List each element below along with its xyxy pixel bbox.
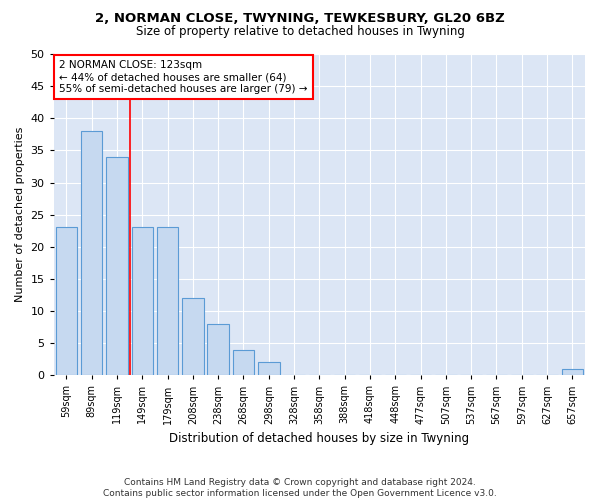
Bar (182, 298, 203, 376)
Text: 2 NORMAN CLOSE: 123sqm
← 44% of detached houses are smaller (64)
55% of semi-det: 2 NORMAN CLOSE: 123sqm ← 44% of detached… (59, 60, 308, 94)
Bar (208, 324, 229, 376)
Bar (81, 131, 103, 376)
Text: Contains HM Land Registry data © Crown copyright and database right 2024.
Contai: Contains HM Land Registry data © Crown c… (103, 478, 497, 498)
Bar (233, 350, 254, 376)
Y-axis label: Number of detached properties: Number of detached properties (15, 127, 25, 302)
Bar (56, 228, 77, 376)
Bar (258, 362, 280, 376)
Text: Size of property relative to detached houses in Twyning: Size of property relative to detached ho… (136, 25, 464, 38)
Bar (106, 157, 128, 376)
Text: 2, NORMAN CLOSE, TWYNING, TEWKESBURY, GL20 6BZ: 2, NORMAN CLOSE, TWYNING, TEWKESBURY, GL… (95, 12, 505, 26)
Bar (131, 228, 153, 376)
Bar (562, 369, 583, 376)
Bar (157, 228, 178, 376)
X-axis label: Distribution of detached houses by size in Twyning: Distribution of detached houses by size … (169, 432, 469, 445)
